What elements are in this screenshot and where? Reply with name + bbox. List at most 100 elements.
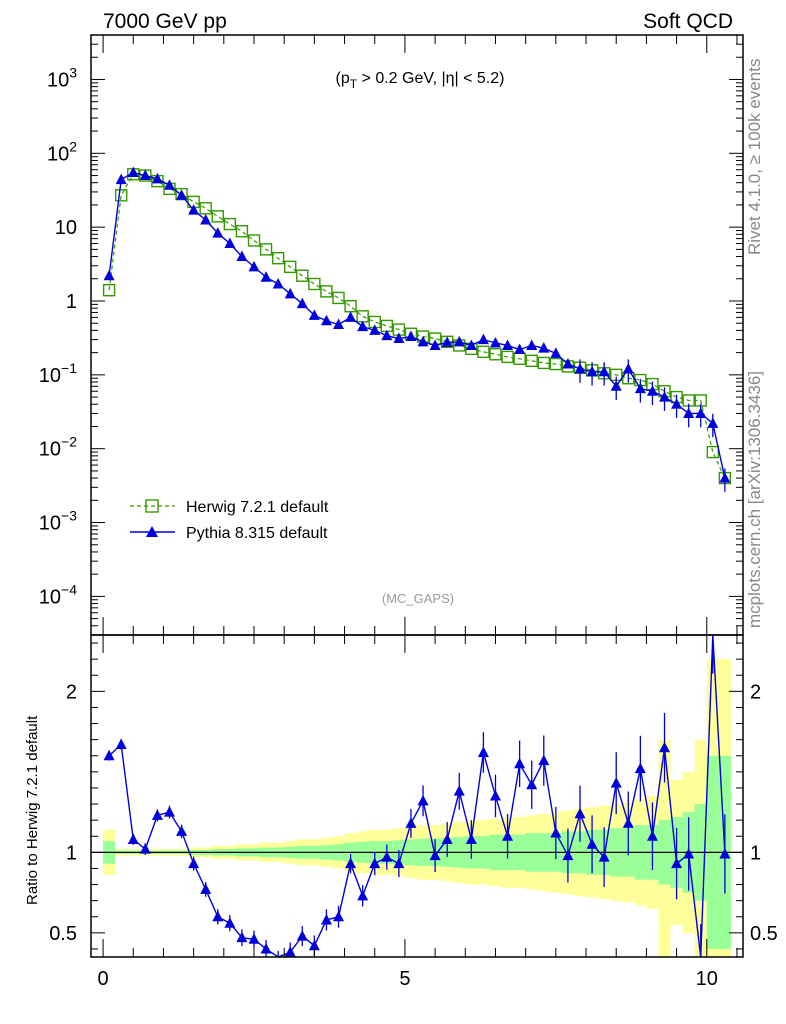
ratio-point (333, 910, 345, 922)
ratio-axis-label: Ratio to Herwig 7.2.1 default (24, 715, 41, 905)
ratio-point (610, 777, 622, 788)
x-tick-label: 0 (98, 968, 109, 990)
pythia-point (139, 169, 151, 181)
herwig-point (320, 285, 333, 298)
pythia-point (707, 417, 719, 428)
ratio-point (441, 833, 453, 844)
pythia-point (634, 382, 646, 394)
ratio-point (634, 762, 646, 774)
y-tick-label: 10−4 (39, 581, 77, 608)
herwig-point (525, 354, 538, 367)
ratio-point (586, 838, 598, 849)
pythia-point (236, 250, 248, 262)
ratio-point (489, 790, 501, 801)
ratio-point (453, 785, 465, 796)
ratio-point (659, 741, 671, 753)
herwig-point (199, 202, 212, 215)
ratio-point (562, 849, 574, 861)
pythia-point (381, 329, 393, 341)
herwig-point (537, 356, 550, 370)
ratio-point (236, 931, 248, 943)
pythia-point (671, 398, 683, 409)
analysis-tag: (MC_GAPS) (382, 591, 454, 606)
ratio-point (683, 847, 695, 859)
herwig-point (477, 345, 490, 359)
y-tick-label: 103 (47, 64, 77, 91)
ratio-point (284, 946, 296, 957)
pythia-point (429, 339, 441, 350)
pythia-point (538, 342, 550, 353)
legend-label-herwig: Herwig 7.2.1 default (186, 499, 329, 516)
ratio-point (598, 851, 610, 862)
pythia-point (526, 339, 538, 350)
ratio-point (465, 833, 477, 844)
ratio-tick-label-right: 1 (750, 842, 761, 864)
ratio-point (224, 917, 236, 928)
herwig-point (247, 234, 261, 247)
ratio-point (393, 857, 405, 869)
ratio-point (538, 754, 550, 766)
herwig-point (308, 277, 321, 291)
y-tick-label: 102 (47, 138, 77, 165)
pythia-point (260, 271, 272, 282)
main-series (102, 166, 732, 492)
ratio-point (477, 746, 489, 758)
side-text-rivet: Rivet 4.1.0, ≥ 100k events (745, 59, 764, 255)
pythia-point (646, 385, 658, 396)
pythia-point (357, 320, 369, 332)
pythia-point (598, 365, 610, 377)
pythia-point (683, 407, 695, 418)
y-tick-label: 10−2 (39, 434, 77, 461)
pythia-point (489, 336, 501, 348)
ratio-point (248, 933, 260, 944)
ratio-point (429, 849, 441, 861)
pythia-point (212, 227, 224, 238)
pythia-point (115, 173, 127, 185)
ratio-point (115, 738, 127, 749)
pythia-point (441, 336, 453, 347)
ratio-point (574, 807, 586, 819)
herwig-point (235, 225, 249, 238)
pythia-point (284, 287, 296, 299)
pythia-line (108, 171, 726, 479)
pythia-point (574, 362, 586, 374)
ratio-point (212, 910, 224, 922)
ratio-point (260, 942, 272, 954)
herwig-line (108, 173, 726, 479)
ratio-point (320, 913, 332, 925)
pythia-point (719, 472, 731, 483)
herwig-point (332, 291, 345, 305)
pythia-point (200, 213, 212, 225)
herwig-point (102, 284, 116, 297)
pythia-point (345, 311, 357, 322)
legend: Herwig 7.2.1 default Pythia 8.315 defaul… (130, 499, 329, 542)
pythia-point (417, 335, 429, 347)
legend-marker-herwig (145, 499, 159, 513)
ratio-point (151, 809, 163, 820)
herwig-point (211, 210, 224, 223)
ratio-point (163, 806, 175, 817)
ratio-point (176, 825, 188, 836)
ratio-point (622, 817, 634, 828)
header-right: Soft QCD (643, 10, 733, 33)
pythia-point (586, 365, 598, 377)
legend-marker-pythia (146, 526, 158, 537)
ratio-point (357, 889, 369, 901)
pythia-point (188, 204, 200, 215)
ratio-tick-label-right: 2 (750, 681, 761, 703)
pythia-point (308, 309, 320, 320)
pythia-point (562, 358, 574, 369)
ratio-point (308, 939, 320, 951)
pythia-point (550, 347, 562, 358)
pythia-point (127, 166, 139, 177)
x-tick-label: 5 (399, 968, 410, 990)
pythia-point (103, 269, 115, 281)
y-tick-label: 10−3 (39, 508, 77, 535)
pythia-point (296, 297, 308, 309)
ratio-point (127, 833, 139, 844)
pythia-point (333, 318, 345, 330)
pythia-point (622, 362, 634, 374)
pythia-point (320, 314, 332, 326)
pythia-point (163, 179, 175, 190)
